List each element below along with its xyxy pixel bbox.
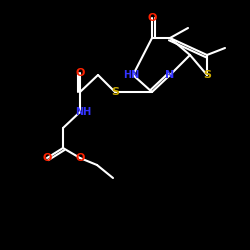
- Text: S: S: [203, 70, 211, 80]
- Text: O: O: [75, 68, 85, 78]
- Text: O: O: [147, 13, 157, 23]
- Text: NH: NH: [75, 107, 91, 117]
- Text: HN: HN: [123, 70, 139, 80]
- Text: S: S: [111, 87, 119, 97]
- Text: O: O: [75, 153, 85, 163]
- Text: O: O: [42, 153, 52, 163]
- Text: N: N: [166, 70, 174, 80]
